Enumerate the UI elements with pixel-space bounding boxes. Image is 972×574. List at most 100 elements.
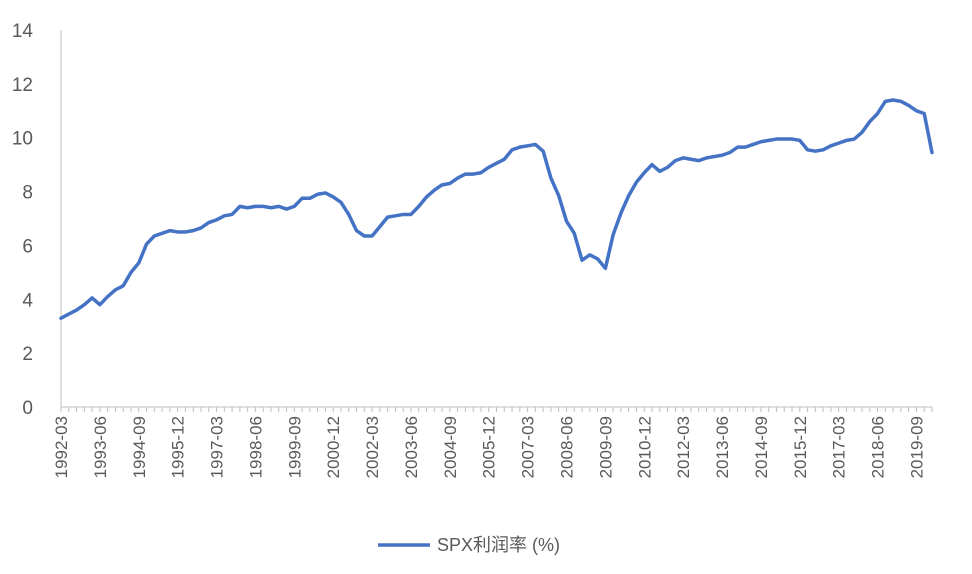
y-tick-label: 4 xyxy=(22,290,33,311)
data-point xyxy=(479,171,483,175)
data-point xyxy=(238,204,242,208)
data-point xyxy=(448,181,452,185)
data-point xyxy=(176,230,180,234)
y-tick-label: 14 xyxy=(12,21,34,42)
data-point xyxy=(572,231,576,235)
data-point xyxy=(409,212,413,216)
data-point xyxy=(852,137,856,141)
y-tick-label: 2 xyxy=(22,344,33,365)
data-point xyxy=(261,204,265,208)
data-point xyxy=(596,257,600,261)
data-point xyxy=(316,192,320,196)
x-tick-label: 2009-09 xyxy=(596,416,615,478)
data-point xyxy=(207,221,211,225)
data-point xyxy=(728,151,732,155)
data-point xyxy=(557,194,561,198)
data-point xyxy=(650,163,654,167)
data-point xyxy=(323,191,327,195)
x-tick-label: 1993-06 xyxy=(91,416,110,478)
data-point xyxy=(860,130,864,134)
data-point xyxy=(891,98,895,102)
data-point xyxy=(868,120,872,124)
data-point xyxy=(564,219,568,223)
data-point xyxy=(440,183,444,187)
data-point xyxy=(121,284,125,288)
x-tick-label: 2002-03 xyxy=(363,416,382,478)
data-point xyxy=(145,242,149,246)
data-point xyxy=(67,312,71,316)
data-point xyxy=(782,137,786,141)
data-point xyxy=(736,145,740,149)
data-point xyxy=(922,111,926,115)
data-point xyxy=(813,149,817,153)
data-point xyxy=(914,109,918,113)
data-point xyxy=(160,231,164,235)
data-point xyxy=(129,270,133,274)
data-point xyxy=(876,111,880,115)
data-point xyxy=(331,195,335,199)
data-point xyxy=(673,159,677,163)
data-point xyxy=(790,137,794,141)
data-point xyxy=(806,148,810,152)
x-tick-label: 2012-03 xyxy=(674,416,693,478)
data-point xyxy=(355,229,359,233)
x-tick-label: 2019-09 xyxy=(907,416,926,478)
data-point xyxy=(199,226,203,230)
data-point xyxy=(137,261,141,265)
data-point xyxy=(277,204,281,208)
data-point xyxy=(487,165,491,169)
data-point xyxy=(930,151,934,155)
data-point xyxy=(658,169,662,173)
series-line xyxy=(59,98,934,320)
x-tick-label: 2017-03 xyxy=(830,416,849,478)
data-point xyxy=(580,258,584,262)
data-point xyxy=(666,165,670,169)
x-tick-label: 2010-12 xyxy=(635,416,654,478)
data-point xyxy=(253,204,257,208)
y-axis: 0 2 4 6 8 10 12 14 xyxy=(12,21,62,419)
data-point xyxy=(627,194,631,198)
data-point xyxy=(689,157,693,161)
data-point xyxy=(899,99,903,103)
data-point xyxy=(90,296,94,300)
data-point xyxy=(292,204,296,208)
y-tick-label: 10 xyxy=(12,129,33,150)
data-point xyxy=(417,204,421,208)
data-point xyxy=(152,234,156,238)
data-point xyxy=(642,171,646,175)
x-tick-label: 2003-06 xyxy=(402,416,421,478)
data-point xyxy=(518,145,522,149)
data-point xyxy=(106,295,110,299)
x-tick-label: 2000-12 xyxy=(324,416,343,478)
data-point xyxy=(634,180,638,184)
data-point xyxy=(191,229,195,233)
data-point xyxy=(386,215,390,219)
data-point xyxy=(471,172,475,176)
data-point xyxy=(168,229,172,233)
data-point xyxy=(285,207,289,211)
x-tick-label: 2018-06 xyxy=(869,416,888,478)
data-point xyxy=(98,303,102,307)
data-point xyxy=(370,234,374,238)
data-point xyxy=(502,157,506,161)
data-point xyxy=(246,206,250,210)
legend-label: SPX利润率 (%) xyxy=(437,535,560,555)
x-tick-label: 2013-06 xyxy=(713,416,732,478)
data-point xyxy=(401,212,405,216)
data-point xyxy=(215,218,219,222)
x-tick-label: 1994-09 xyxy=(130,416,149,478)
data-point xyxy=(495,161,499,165)
x-tick-label: 2007-03 xyxy=(519,416,538,478)
data-point xyxy=(883,99,887,103)
x-tick-label: 1992-03 xyxy=(52,416,71,478)
x-tick-label: 2008-06 xyxy=(557,416,576,478)
data-point xyxy=(829,144,833,148)
data-point xyxy=(759,140,763,144)
data-point xyxy=(269,206,273,210)
data-point xyxy=(75,308,79,312)
y-tick-label: 8 xyxy=(22,183,33,204)
data-point xyxy=(619,211,623,215)
data-point xyxy=(425,195,429,199)
data-point xyxy=(798,138,802,142)
